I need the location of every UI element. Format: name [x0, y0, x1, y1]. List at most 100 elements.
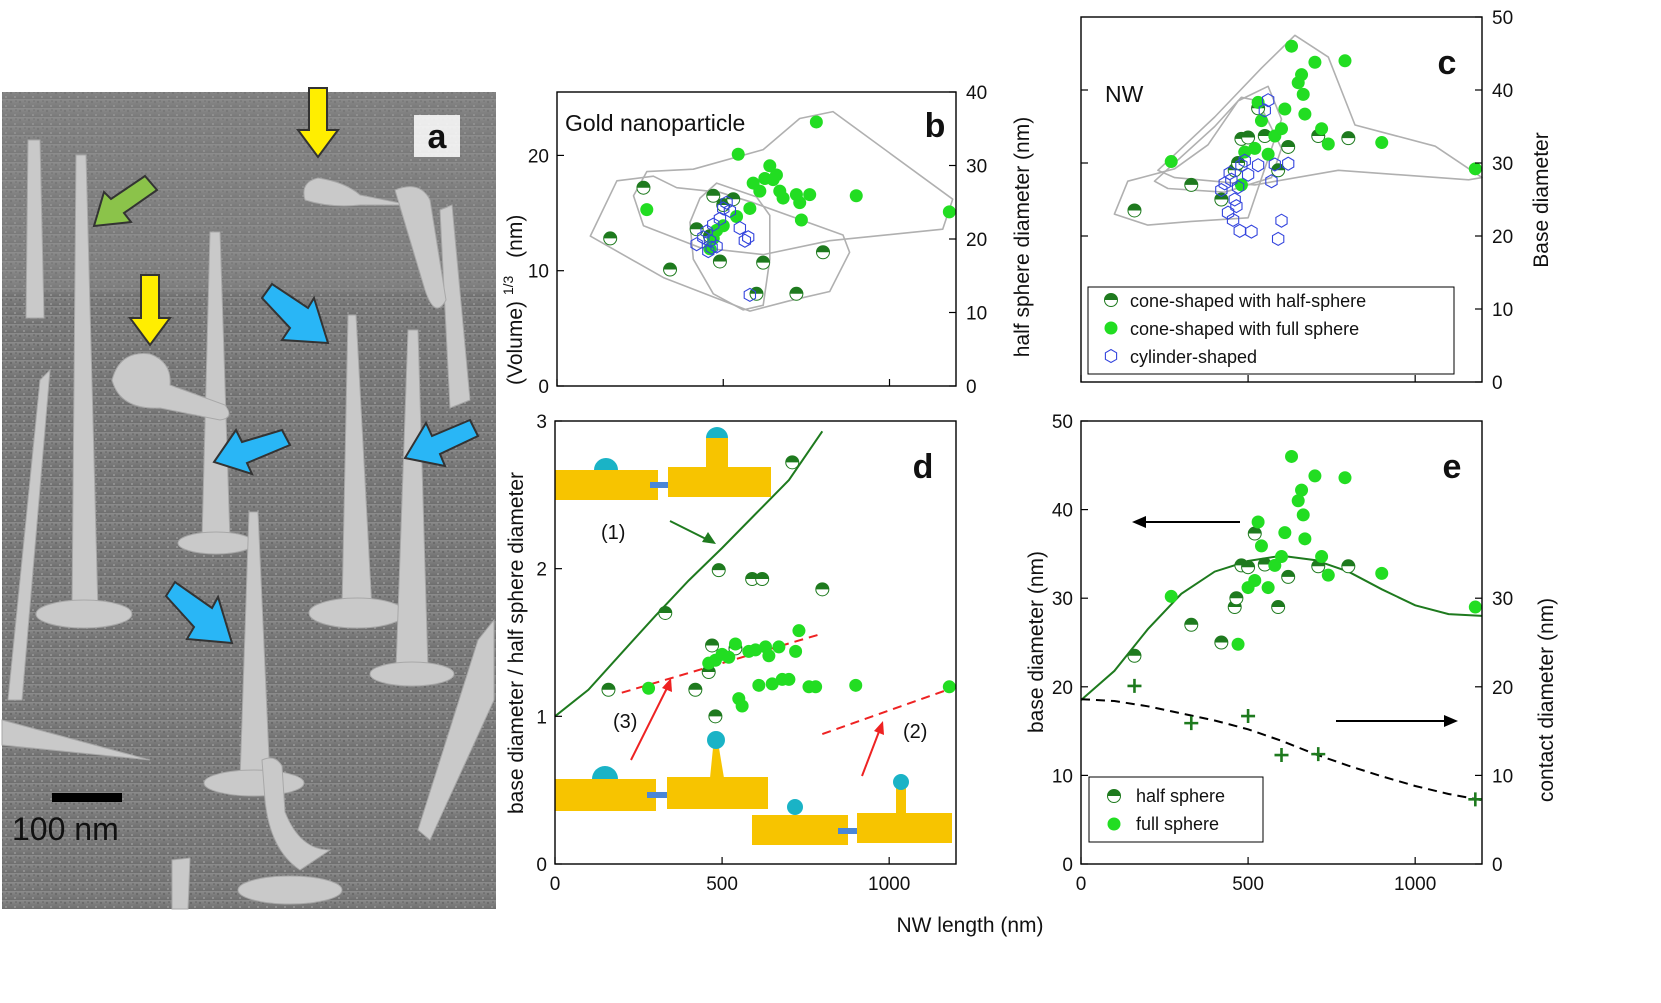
e-fit-lines: [1080, 554, 1483, 802]
data-point: [706, 188, 721, 203]
marker-full-sphere: [809, 680, 823, 694]
blue-arrow-icon: [260, 282, 330, 345]
marker-full-sphere: [809, 115, 823, 129]
marker-full-sphere: [1296, 508, 1310, 522]
schematic-1: [555, 427, 771, 500]
right-arrow-icon: [1444, 715, 1458, 727]
d-label-1: (1): [601, 522, 625, 544]
sem-arrows: [92, 87, 480, 645]
marker-full-sphere: [1338, 54, 1352, 68]
marker-full-sphere: [640, 203, 654, 217]
marker-full-sphere: [1231, 637, 1245, 651]
panel-letter-bg: [414, 115, 460, 157]
panel-letter: e: [1443, 448, 1462, 486]
nanowire: [710, 748, 724, 778]
data-point: [1261, 147, 1275, 161]
marker-half-sphere-fill: [756, 256, 770, 263]
hull-outline: [589, 175, 851, 312]
marker-hexagon: [1104, 348, 1118, 364]
data-point: [735, 699, 749, 713]
marker-half-sphere-fill: [755, 572, 769, 580]
data-point: [1321, 568, 1335, 582]
data-point: [1226, 212, 1240, 228]
marker-full-sphere: [762, 649, 776, 663]
y-tick-label: 10: [966, 304, 987, 325]
panel-letter: a: [428, 118, 448, 156]
y-tick-label: 40: [1052, 501, 1073, 522]
data-point: [1268, 157, 1281, 172]
d-plot-frame: [554, 420, 957, 865]
data-point: [1215, 182, 1228, 198]
data-point: [1228, 192, 1241, 207]
marker-full-sphere: [1375, 136, 1389, 150]
data-point: [1241, 167, 1255, 182]
marker-half-sphere-fill: [815, 582, 829, 590]
b-data-points: [603, 115, 956, 303]
data-point: [849, 678, 863, 692]
nanowire-base: [177, 531, 255, 555]
data-point: [1238, 153, 1251, 168]
marker-hexagon: [1231, 179, 1245, 195]
data-point: [942, 680, 956, 694]
y-tick-label: 20: [1052, 678, 1073, 699]
nanowire-base: [308, 597, 406, 629]
nanowire: [417, 618, 495, 841]
data-point: [723, 203, 737, 218]
marker-full-sphere: [1164, 589, 1178, 603]
data-point: [1268, 558, 1282, 572]
red-pointer-head: [662, 678, 672, 692]
marker-full-sphere: [1315, 550, 1329, 564]
data-point: [1296, 508, 1310, 522]
data-point: [1241, 130, 1256, 145]
e-data-points: [1127, 449, 1483, 807]
data-point: [752, 678, 766, 692]
legend-hexagon-icon: [1104, 348, 1118, 364]
marker-half-sphere-fill: [1271, 163, 1285, 171]
y-tick-label: 30: [966, 157, 987, 178]
marker-hexagon: [1261, 93, 1275, 108]
x-tick-label: 1000: [868, 874, 910, 895]
red-pointer-arrow: [630, 685, 669, 761]
data-point: [743, 287, 757, 303]
data-point: [1261, 581, 1275, 595]
data-point: [1278, 526, 1292, 540]
marker-full-sphere: [769, 168, 783, 182]
marker-hexagon: [1226, 212, 1240, 228]
gold-particle: [261, 757, 332, 871]
data-point: [1271, 231, 1285, 247]
d-ticks: 0 1 2 3 0 500 1000: [536, 412, 910, 895]
data-point: [1248, 573, 1262, 587]
marker-hexagon: [700, 224, 713, 239]
data-point: [1248, 141, 1262, 155]
nanowire: [896, 788, 906, 815]
data-point: [809, 115, 823, 129]
data-point: [1104, 293, 1118, 307]
data-point: [1241, 560, 1256, 575]
y-tick-label: 0: [1492, 373, 1503, 394]
y-tick-label: 50: [1492, 8, 1513, 29]
marker-full-sphere: [942, 680, 956, 694]
red-pointer-head: [874, 721, 884, 735]
marker-half-sphere-fill: [636, 181, 650, 188]
marker-hexagon: [1221, 205, 1235, 220]
full-sphere: [707, 731, 725, 749]
marker-full-sphere: [743, 201, 757, 215]
marker-full-sphere: [1261, 581, 1275, 595]
d-label-2: (2): [903, 721, 927, 743]
hull-outline: [689, 182, 771, 311]
marker-full-sphere: [1321, 568, 1335, 582]
data-point: [1251, 515, 1265, 529]
data-point: [1184, 177, 1199, 192]
hull-outline: [1113, 85, 1283, 226]
data-point: [743, 201, 757, 215]
marker-full-sphere: [1238, 145, 1252, 159]
marker-hexagon: [702, 243, 715, 259]
data-point: [1233, 223, 1246, 239]
substrate: [555, 470, 658, 500]
data-point: [1229, 591, 1244, 606]
data-point: [1296, 87, 1310, 101]
data-point: [601, 682, 616, 697]
data-point: [1282, 156, 1295, 171]
